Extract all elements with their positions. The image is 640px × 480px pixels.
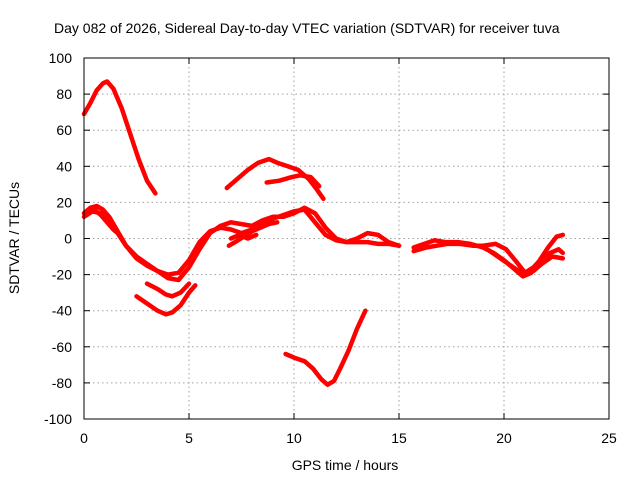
y-tick-label: 100 (49, 50, 73, 66)
series-track-high-arc (81, 79, 158, 196)
x-tick-label: 10 (286, 430, 302, 446)
y-tick-label: 20 (56, 194, 72, 210)
series-track-minus40 (134, 283, 198, 317)
y-tick-label: -60 (52, 339, 72, 355)
x-tick-label: 15 (391, 430, 407, 446)
x-axis-label: GPS time / hours (292, 457, 399, 473)
x-tick-label: 0 (80, 430, 88, 446)
y-tick-label: 60 (56, 122, 72, 138)
series-track-right-c (484, 247, 566, 277)
grid-layer (84, 58, 609, 419)
series-track-right-a (411, 232, 566, 279)
series-track-evening-arc (224, 156, 326, 202)
series-track-main-b (81, 205, 402, 283)
series-track-short-d (226, 220, 280, 248)
series-track-evening-short (264, 173, 322, 189)
y-tick-label: 0 (64, 231, 72, 247)
series-layer (81, 79, 566, 387)
y-tick-label: -80 (52, 375, 72, 391)
series-track-short-e (228, 232, 259, 241)
y-tick-label: -100 (44, 411, 72, 427)
y-tick-label: -40 (52, 303, 72, 319)
series-track-main-c (92, 207, 122, 238)
series-track-low-dip (283, 308, 368, 387)
y-tick-label: 80 (56, 86, 72, 102)
x-tick-label: 5 (185, 430, 193, 446)
chart-title: Day 082 of 2026, Sidereal Day-to-day VTE… (54, 20, 560, 36)
series-track-minus30 (144, 281, 192, 299)
series-track-right-b (411, 241, 566, 276)
y-tick-label: -20 (52, 267, 72, 283)
tick-layer: 0 5 10 15 20 25 -100 -80 -60 -40 -20 0 20 40 60 80 100 (44, 50, 617, 446)
x-tick-label: 20 (496, 430, 512, 446)
y-tick-label: 40 (56, 158, 72, 174)
y-axis-label: SDTVAR / TECUs (6, 182, 22, 294)
x-tick-label: 25 (601, 430, 617, 446)
